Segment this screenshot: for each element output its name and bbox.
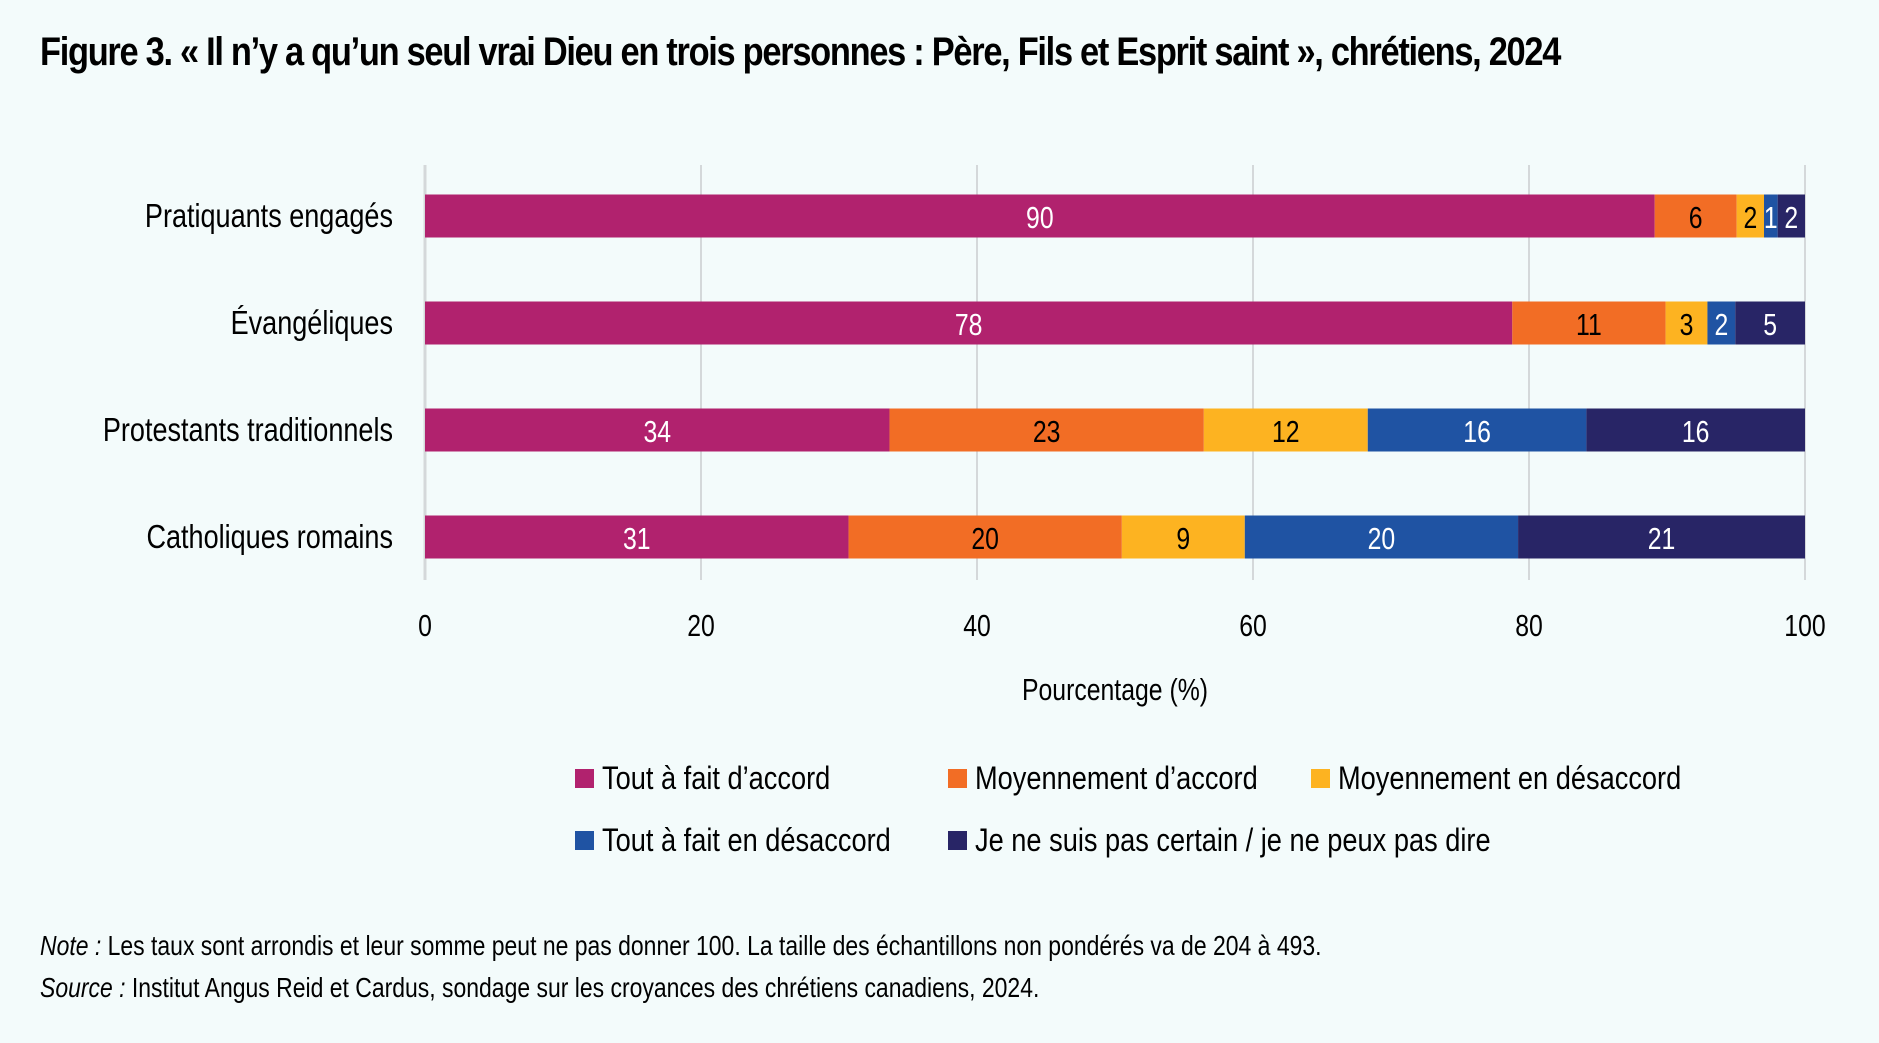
legend-swatch — [575, 769, 594, 788]
data-label: 21 — [1648, 521, 1676, 555]
legend-item: Tout à fait d’accord — [575, 760, 871, 797]
legend-item: Moyennement en désaccord — [1311, 760, 1742, 797]
bar-segment — [848, 515, 1122, 559]
bar-segment — [1244, 515, 1519, 559]
data-label: 2 — [1743, 200, 1757, 234]
bar-segment — [1518, 515, 1805, 559]
x-tick-labels: 0 20 40 60 80 100 — [418, 608, 1826, 642]
data-label: 16 — [1682, 414, 1710, 448]
legend-swatch — [1311, 769, 1330, 788]
legend-item: Tout à fait en désaccord — [575, 822, 942, 859]
data-label: 11 — [1576, 307, 1602, 341]
bar-segment — [1735, 301, 1805, 345]
x-tick-label: 20 — [687, 608, 715, 642]
data-label: 34 — [643, 414, 671, 448]
x-axis-title: Pourcentage (%) — [1022, 672, 1208, 706]
bar-segment — [425, 194, 1655, 238]
bar-segment — [1586, 408, 1805, 452]
bar-segment — [1121, 515, 1245, 559]
legend-swatch — [948, 831, 967, 850]
data-label: 2 — [1784, 200, 1798, 234]
bar-row: 90 6 2 1 2 — [425, 194, 1805, 238]
category-label: Protestants traditionnels — [103, 413, 393, 449]
footer: Note : Les taux sont arrondis et leur so… — [40, 925, 1322, 1009]
bar-segment — [889, 408, 1204, 452]
x-tick-label: 40 — [963, 608, 991, 642]
category-labels: Pratiquants engagés Évangéliques Protestan… — [103, 199, 393, 556]
legend-label: Tout à fait d’accord — [602, 760, 831, 796]
legend-label: Moyennement d’accord — [975, 760, 1258, 796]
data-label: 2 — [1714, 307, 1728, 341]
data-label: 5 — [1763, 307, 1777, 341]
legend-item: Je ne suis pas certain / je ne peux pas … — [948, 822, 1582, 859]
category-label: Catholiques romains — [146, 520, 393, 556]
data-label: 16 — [1463, 414, 1491, 448]
data-label: 78 — [955, 307, 983, 341]
data-label: 1 — [1764, 200, 1778, 234]
note-label: Note : — [40, 930, 102, 961]
x-tick-label: 0 — [418, 608, 432, 642]
source-text: Institut Angus Reid et Cardus, sondage s… — [125, 972, 1040, 1003]
bar-segment — [1736, 194, 1765, 238]
data-label: 9 — [1176, 521, 1190, 555]
x-tick-label: 100 — [1784, 608, 1825, 642]
data-label: 20 — [971, 521, 999, 555]
bar-segment — [1665, 301, 1708, 345]
data-label: 90 — [1026, 200, 1054, 234]
note: Note : Les taux sont arrondis et leur so… — [40, 925, 1322, 967]
bar-segment — [1777, 194, 1805, 238]
data-label: 3 — [1680, 307, 1694, 341]
bar-segment — [425, 515, 849, 559]
bar-row: 31 20 9 20 21 — [425, 515, 1805, 559]
bar-segment — [1707, 301, 1736, 345]
legend-item: Moyennement d’accord — [948, 760, 1308, 797]
legend-swatch — [575, 831, 594, 850]
bar-segment — [425, 408, 890, 452]
data-label: 31 — [623, 521, 651, 555]
category-label: Pratiquants engagés — [145, 199, 393, 235]
bar-segment — [1764, 194, 1778, 238]
note-text: Les taux sont arrondis et leur somme peu… — [101, 930, 1322, 961]
data-label: 6 — [1689, 200, 1703, 234]
x-tick-label: 60 — [1239, 608, 1267, 642]
bar-row: 34 23 12 16 16 — [425, 408, 1805, 452]
chart-title: Figure 3. « Il n’y a qu’un seul vrai Die… — [40, 30, 1561, 74]
x-tick-label: 80 — [1515, 608, 1543, 642]
data-label: 23 — [1033, 414, 1061, 448]
bar-segment — [1654, 194, 1737, 238]
bar-row: 78 11 3 2 5 — [425, 301, 1805, 345]
data-label: 20 — [1368, 521, 1396, 555]
bar-segment — [1203, 408, 1368, 452]
source-label: Source : — [40, 972, 126, 1003]
legend-label: Tout à fait en désaccord — [602, 822, 891, 858]
source: Source : Institut Angus Reid et Cardus, … — [40, 967, 1322, 1009]
bar-segment — [425, 301, 1513, 345]
bar-segment — [1367, 408, 1587, 452]
legend-label: Moyennement en désaccord — [1338, 760, 1682, 796]
category-label: Évangéliques — [231, 306, 393, 342]
legend-swatch — [948, 769, 967, 788]
bar-segment — [1512, 301, 1666, 345]
legend-label: Je ne suis pas certain / je ne peux pas … — [975, 822, 1491, 858]
data-label: 12 — [1272, 414, 1300, 448]
